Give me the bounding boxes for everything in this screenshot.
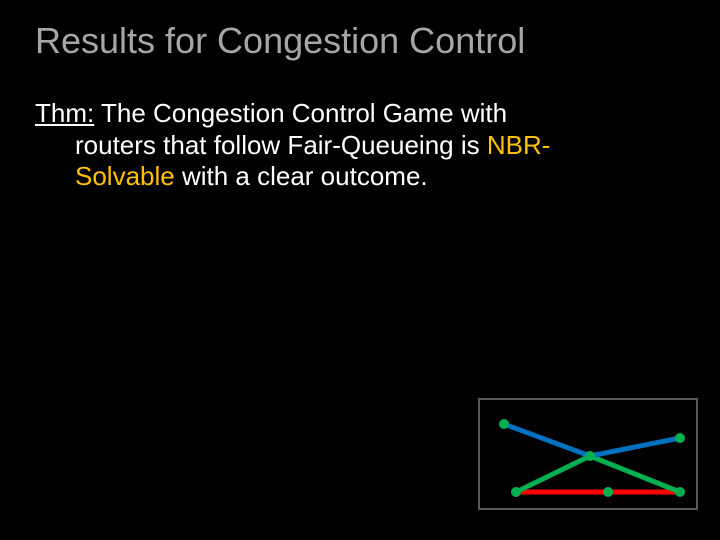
thm-solvable-highlight: Solvable: [75, 161, 175, 191]
diagram-node: [603, 487, 613, 497]
network-svg: [480, 400, 696, 508]
slide-title: Results for Congestion Control: [35, 20, 525, 62]
diagram-node: [511, 487, 521, 497]
diagram-edge: [590, 456, 680, 492]
theorem-line-3: Solvable with a clear outcome.: [35, 161, 675, 193]
diagram-edge: [590, 438, 680, 456]
thm-line1-rest: The Congestion Control Game with: [94, 98, 507, 128]
diagram-node: [675, 487, 685, 497]
diagram-node: [499, 419, 509, 429]
theorem-text: Thm: The Congestion Control Game with ro…: [35, 98, 675, 193]
diagram-node: [585, 451, 595, 461]
thm-nbr-highlight: NBR-: [487, 130, 551, 160]
diagram-edge: [504, 424, 590, 456]
network-diagram: [478, 398, 698, 510]
slide: Results for Congestion Control Thm: The …: [0, 0, 720, 540]
theorem-line-2: routers that follow Fair-Queueing is NBR…: [35, 130, 675, 162]
thm-line3-rest: with a clear outcome.: [175, 161, 428, 191]
diagram-edge: [516, 456, 590, 492]
theorem-line-1: Thm: The Congestion Control Game with: [35, 98, 675, 130]
thm-line2-plain: routers that follow Fair-Queueing is: [75, 130, 487, 160]
diagram-node: [675, 433, 685, 443]
thm-label: Thm:: [35, 98, 94, 128]
